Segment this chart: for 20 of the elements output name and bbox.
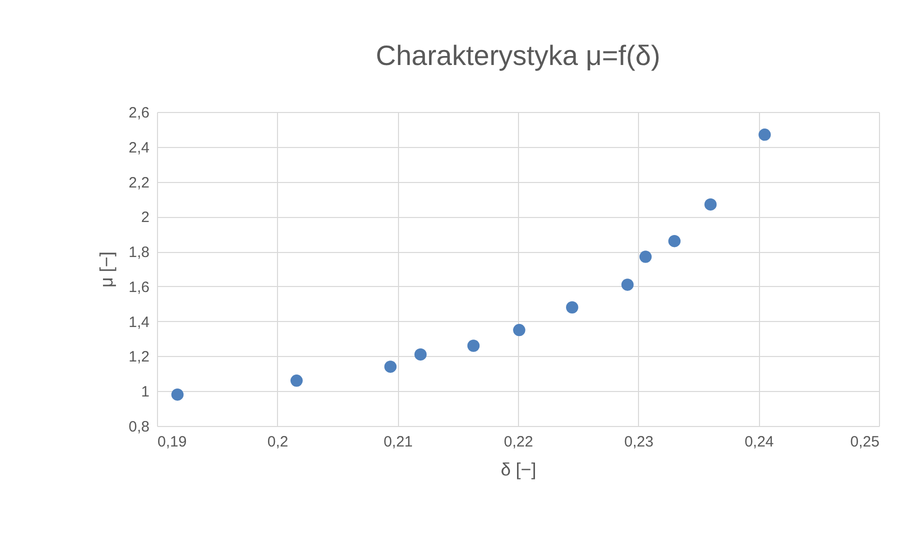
y-tick-label: 2,4: [128, 139, 150, 156]
y-tick-label: 1,4: [128, 314, 150, 331]
y-tick-label: 1,8: [128, 244, 150, 262]
y-tick-label: 0,8: [128, 418, 150, 436]
x-tick-label: 0,23: [624, 434, 654, 450]
x-tick-label: 0,22: [504, 434, 534, 450]
y-tick-label: 1,6: [128, 278, 150, 296]
x-axis-title: δ [−]: [500, 460, 536, 480]
y-tick-label: 2: [141, 209, 150, 226]
x-tick-label: 0,25: [850, 434, 880, 450]
x-tick-label: 0,19: [158, 434, 187, 450]
y-tick-label: 1: [141, 384, 150, 401]
y-tick-label: 2,6: [128, 104, 150, 122]
y-tick-label: 2,2: [128, 174, 150, 192]
x-tick-label: 0,2: [267, 434, 288, 450]
x-tick-label: 0,24: [744, 434, 774, 450]
y-tick-label: 1,2: [128, 348, 150, 366]
y-axis-title: μ [−]: [96, 252, 117, 288]
x-tick-label: 0,21: [384, 434, 413, 450]
chart-title: Charakterystyka μ=f(δ): [376, 40, 660, 71]
